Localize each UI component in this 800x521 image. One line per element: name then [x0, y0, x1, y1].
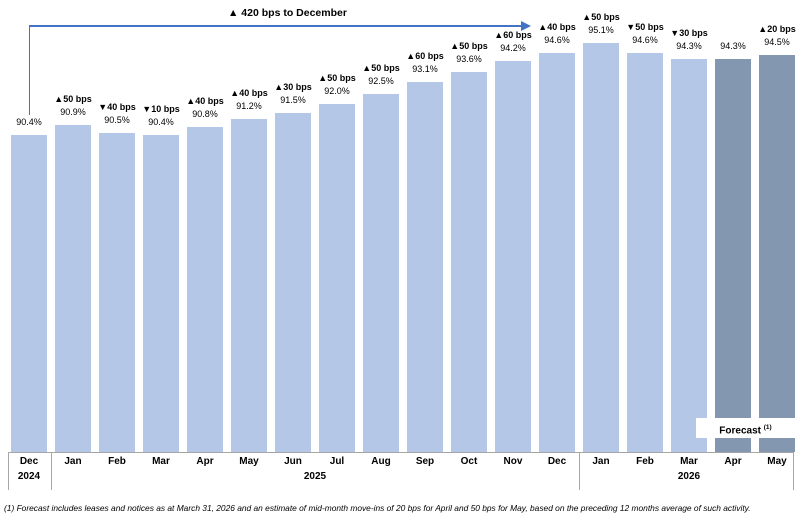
bar-oct-2025	[451, 72, 487, 452]
bar-dec-2024	[11, 135, 47, 452]
forecast-band: Forecast (1)	[696, 418, 795, 438]
change-label-feb-2025: ▼40 bps	[98, 102, 136, 112]
value-label-mar-2025: 90.4%	[148, 117, 174, 127]
value-label-dec-2025: 94.6%	[544, 35, 570, 45]
axis-month-nov-2025: Nov	[503, 456, 523, 467]
axis-month-mar-2026: Mar	[680, 456, 698, 467]
axis-month-sep-2025: Sep	[415, 456, 435, 467]
value-label-apr-2026: 94.3%	[720, 41, 746, 51]
bar-mar-2025	[143, 135, 179, 452]
axis-month-apr-2026: Apr	[724, 456, 742, 467]
axis-month-jul-2025: Jul	[329, 456, 345, 467]
axis-month-jan-2026: Jan	[592, 456, 610, 467]
change-label-jul-2025: ▲50 bps	[318, 73, 356, 83]
bar-apr-2025	[187, 127, 223, 452]
axis-month-aug-2025: Aug	[371, 456, 391, 467]
axis-separator	[51, 452, 52, 490]
value-label-jan-2025: 90.9%	[60, 107, 86, 117]
bar-sep-2025	[407, 82, 443, 452]
change-label-nov-2025: ▲60 bps	[494, 30, 532, 40]
change-label-apr-2025: ▲40 bps	[186, 96, 224, 106]
axis-month-may-2026: May	[767, 456, 787, 467]
category-axis-line	[8, 452, 794, 453]
change-label-dec-2025: ▲40 bps	[538, 22, 576, 32]
axis-month-mar-2025: Mar	[152, 456, 170, 467]
axis-month-jun-2025: Jun	[284, 456, 302, 467]
bar-jan-2025	[55, 125, 91, 452]
axis-month-feb-2025: Feb	[108, 456, 126, 467]
axis-year-2026: 2026	[677, 471, 701, 482]
axis-month-dec-2024: Dec	[19, 456, 39, 467]
annotation-connector-vertical-line	[29, 26, 30, 115]
value-label-jan-2026: 95.1%	[588, 25, 614, 35]
value-label-apr-2025: 90.8%	[192, 109, 218, 119]
bar-may-2026	[759, 55, 795, 452]
axis-year-2025: 2025	[303, 471, 327, 482]
annotation-arrow-line	[29, 25, 521, 27]
bar-aug-2025	[363, 94, 399, 452]
bar-feb-2026	[627, 53, 663, 452]
value-label-jun-2025: 91.5%	[280, 95, 306, 105]
axis-month-jan-2025: Jan	[64, 456, 82, 467]
forecast-superscript: (1)	[763, 424, 772, 431]
value-label-may-2026: 94.5%	[764, 37, 790, 47]
value-label-dec-2024: 90.4%	[16, 117, 42, 127]
value-label-sep-2025: 93.1%	[412, 64, 438, 74]
bar-nov-2025	[495, 61, 531, 452]
value-label-may-2025: 91.2%	[236, 101, 262, 111]
footnote: (1) Forecast includes leases and notices…	[4, 503, 751, 513]
value-label-nov-2025: 94.2%	[500, 43, 526, 53]
change-label-mar-2025: ▼10 bps	[142, 104, 180, 114]
value-label-jul-2025: 92.0%	[324, 86, 350, 96]
axis-separator	[579, 452, 580, 490]
axis-month-apr-2025: Apr	[196, 456, 214, 467]
bar-jul-2025	[319, 104, 355, 452]
bar-feb-2025	[99, 133, 135, 452]
change-label-mar-2026: ▼30 bps	[670, 28, 708, 38]
annotation-label: ▲ 420 bps to December	[228, 7, 347, 19]
axis-separator	[8, 452, 9, 490]
bar-dec-2025	[539, 53, 575, 452]
change-label-jun-2025: ▲30 bps	[274, 82, 312, 92]
axis-year-2024: 2024	[17, 471, 41, 482]
change-label-jan-2025: ▲50 bps	[54, 94, 92, 104]
axis-month-feb-2026: Feb	[636, 456, 654, 467]
change-label-jan-2026: ▲50 bps	[582, 12, 620, 22]
bar-may-2025	[231, 119, 267, 452]
change-label-sep-2025: ▲60 bps	[406, 51, 444, 61]
bar-mar-2026	[671, 59, 707, 452]
axis-month-may-2025: May	[239, 456, 259, 467]
arrow-right-icon	[521, 21, 531, 31]
bar-apr-2026	[715, 59, 751, 452]
axis-month-dec-2025: Dec	[547, 456, 567, 467]
change-label-may-2026: ▲20 bps	[758, 24, 796, 34]
value-label-mar-2026: 94.3%	[676, 41, 702, 51]
bar-jan-2026	[583, 43, 619, 452]
change-label-feb-2026: ▼50 bps	[626, 22, 664, 32]
change-label-may-2025: ▲40 bps	[230, 88, 268, 98]
value-label-feb-2026: 94.6%	[632, 35, 658, 45]
bar-jun-2025	[275, 113, 311, 452]
value-label-feb-2025: 90.5%	[104, 115, 130, 125]
value-label-aug-2025: 92.5%	[368, 76, 394, 86]
value-label-oct-2025: 93.6%	[456, 54, 482, 64]
axis-separator	[793, 452, 794, 490]
change-label-oct-2025: ▲50 bps	[450, 41, 488, 51]
change-label-aug-2025: ▲50 bps	[362, 63, 400, 73]
forecast-label: Forecast	[719, 425, 761, 437]
axis-month-oct-2025: Oct	[460, 456, 478, 467]
